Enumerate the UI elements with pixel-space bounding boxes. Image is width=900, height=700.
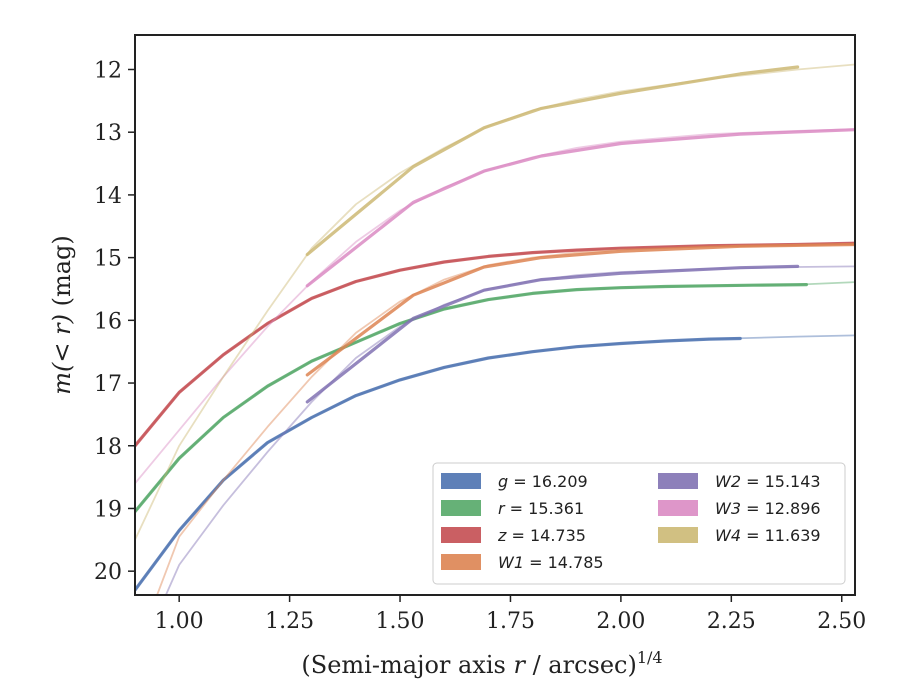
series-g-line xyxy=(135,336,742,592)
x-tick-label: 2.00 xyxy=(596,609,645,634)
legend-swatch xyxy=(441,554,481,570)
x-tick-label: 2.50 xyxy=(817,609,866,634)
legend-entry: W2 = 15.143 xyxy=(715,472,821,491)
series-w3-line xyxy=(305,128,855,288)
legend-entry: W4 = 11.639 xyxy=(715,526,821,545)
legend-swatch xyxy=(658,500,698,516)
x-tick-label: 2.25 xyxy=(707,609,756,634)
legend-swatch xyxy=(441,500,481,516)
y-tick-label: 13 xyxy=(94,121,122,146)
x-tick-label: 1.25 xyxy=(265,609,314,634)
legend-swatch xyxy=(441,527,481,543)
legend: g = 16.209 r = 15.361 z = 14.735 W1 = 14.78… xyxy=(432,462,846,585)
x-tick-label: 1.75 xyxy=(486,609,535,634)
series-w3-model xyxy=(135,128,855,484)
x-axis-label: (Semi-major axis r / arcsec)1/4 xyxy=(301,648,662,679)
ticks-layer: 1.00 1.25 1.50 1.75 2.00 2.25 2.50 12 13 14 15 16 17… xyxy=(94,58,866,634)
series-w4-line xyxy=(305,65,800,257)
legend-entry: g = 16.209 xyxy=(498,472,588,491)
legend-swatch xyxy=(441,473,481,489)
legend-swatch xyxy=(658,473,698,489)
y-axis-label: m(< r) (mag) xyxy=(48,235,76,395)
y-tick-label: 15 xyxy=(94,247,122,272)
curves-layer xyxy=(135,63,855,595)
legend-entry: r = 15.361 xyxy=(498,499,584,518)
y-tick-label: 19 xyxy=(94,497,122,522)
x-tick-label: 1.00 xyxy=(155,609,204,634)
series-w2-line xyxy=(305,264,800,404)
y-tick-label: 16 xyxy=(94,309,122,334)
plot-frame xyxy=(134,34,856,596)
legend-entry: W3 = 12.896 xyxy=(715,499,821,518)
y-tick-label: 20 xyxy=(94,560,122,585)
legend-entry: W1 = 14.785 xyxy=(498,553,604,572)
series-w1-line xyxy=(305,242,855,377)
series-z-line xyxy=(135,241,855,448)
series-z-model xyxy=(135,242,855,447)
x-tick-label: 1.50 xyxy=(376,609,425,634)
y-tick-label: 12 xyxy=(94,58,122,83)
legend-swatch xyxy=(658,527,698,543)
y-tick-label: 17 xyxy=(94,372,122,397)
series-r-line xyxy=(135,283,809,514)
legend-entry: z = 14.735 xyxy=(497,526,586,545)
y-tick-label: 18 xyxy=(94,435,122,460)
y-tick-label: 14 xyxy=(94,184,122,209)
legend-box xyxy=(432,462,846,585)
